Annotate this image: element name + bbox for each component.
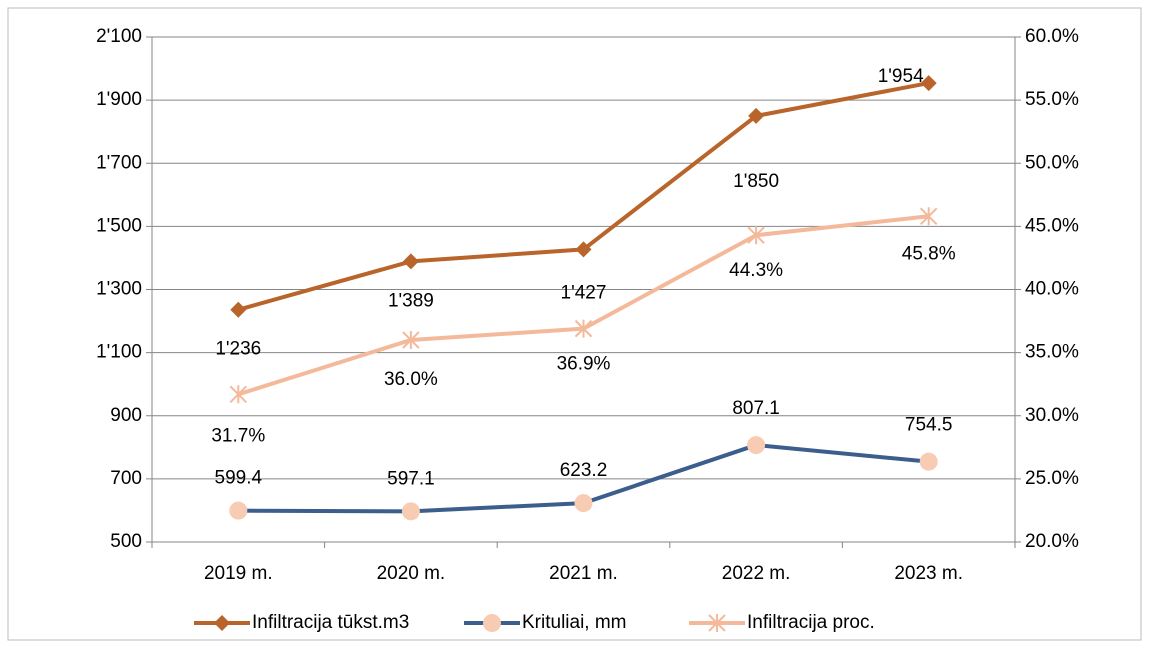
marker <box>402 253 419 270</box>
y2-tick-label: 60.0% <box>1025 26 1079 47</box>
marker <box>229 501 248 520</box>
chart-border <box>7 7 1142 641</box>
y-tick-label: 700 <box>110 468 142 489</box>
y2-tick-label: 30.0% <box>1025 405 1079 426</box>
y-tick-label: 1'900 <box>96 89 142 110</box>
y2-tick-label: 45.0% <box>1025 215 1079 236</box>
y-tick-label: 1'700 <box>96 152 142 173</box>
data-label: 36.0% <box>384 369 438 390</box>
x-tick-label: 2021 m. <box>549 563 618 584</box>
y2-tick-label: 35.0% <box>1025 342 1079 363</box>
marker <box>920 75 937 92</box>
marker <box>574 494 593 513</box>
data-label: 45.8% <box>902 243 956 264</box>
x-tick-label: 2022 m. <box>722 563 791 584</box>
y2-tick-label: 40.0% <box>1025 279 1079 300</box>
data-label: 1'427 <box>561 282 607 303</box>
y-tick-label: 2'100 <box>96 26 142 47</box>
marker <box>229 385 248 404</box>
y2-tick-label: 50.0% <box>1025 152 1079 173</box>
data-label: 44.3% <box>729 260 783 281</box>
legend-item: Krituliai, mm <box>464 612 627 633</box>
legend-label: Infiltracija tūkst.m3 <box>252 612 409 633</box>
data-label: 597.1 <box>387 468 435 489</box>
y-tick-label: 1'100 <box>96 342 142 363</box>
data-label: 1'389 <box>388 290 434 311</box>
y-tick-label: 1'300 <box>96 279 142 300</box>
legend-item: Infiltracija proc. <box>689 612 875 633</box>
data-label: 1'850 <box>733 171 779 192</box>
legend-item: Infiltracija tūkst.m3 <box>194 612 409 633</box>
legend-label: Krituliai, mm <box>522 612 627 633</box>
x-tick-label: 2023 m. <box>894 563 963 584</box>
marker <box>230 301 247 318</box>
marker <box>919 452 938 471</box>
marker <box>574 319 593 338</box>
marker <box>747 226 765 245</box>
y-tick-label: 900 <box>110 405 142 426</box>
data-label: 623.2 <box>560 460 608 481</box>
data-label: 807.1 <box>732 398 780 419</box>
data-label: 1'954 <box>878 66 924 87</box>
y-tick-label: 1'500 <box>96 215 142 236</box>
data-label: 599.4 <box>215 468 263 489</box>
data-label: 1'236 <box>215 339 261 360</box>
x-tick-label: 2020 m. <box>377 563 446 584</box>
marker <box>214 615 230 631</box>
marker <box>575 241 592 258</box>
y2-tick-label: 55.0% <box>1025 89 1079 110</box>
x-tick-label: 2019 m. <box>204 563 273 584</box>
legend-label: Infiltracija proc. <box>747 612 875 633</box>
data-label: 754.5 <box>905 415 953 436</box>
marker <box>483 614 501 632</box>
marker <box>747 436 766 455</box>
marker <box>708 614 726 632</box>
y-tick-label: 500 <box>110 531 142 552</box>
marker <box>402 331 420 349</box>
data-label: 36.9% <box>557 354 611 375</box>
marker <box>748 107 765 124</box>
data-label: 31.7% <box>211 425 265 446</box>
marker <box>919 207 938 226</box>
y2-tick-label: 20.0% <box>1025 531 1079 552</box>
marker <box>401 502 420 521</box>
y2-tick-label: 25.0% <box>1025 468 1079 489</box>
